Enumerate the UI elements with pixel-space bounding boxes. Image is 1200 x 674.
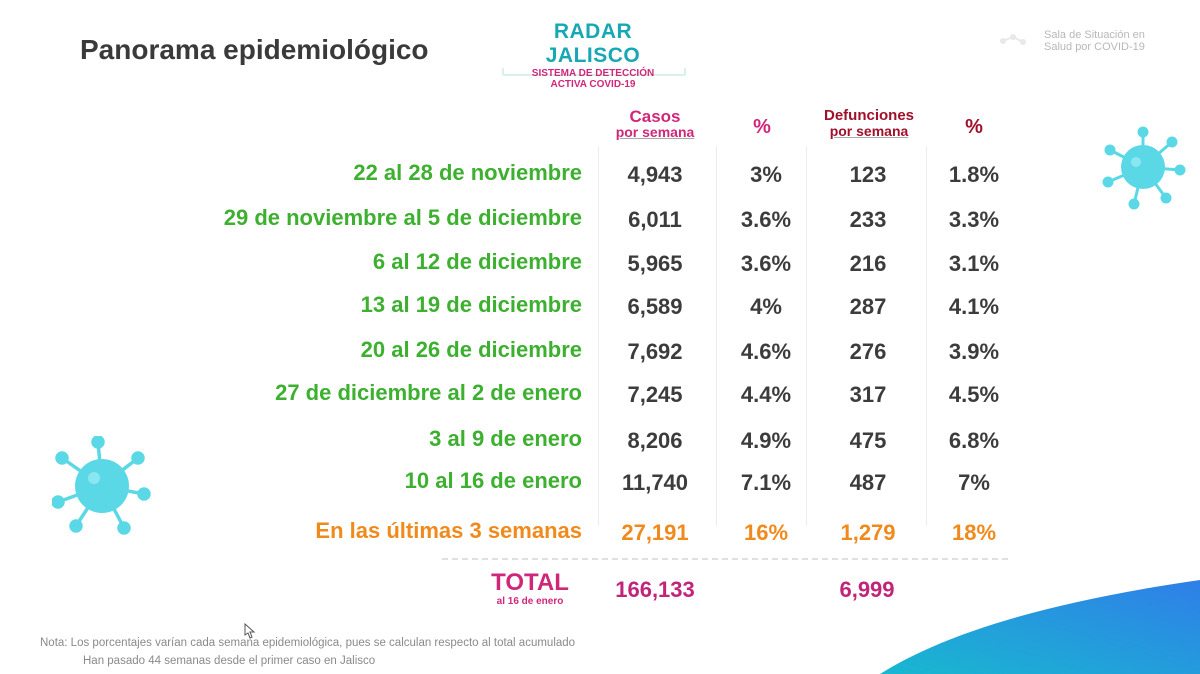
header-deaths-line1: Defunciones bbox=[823, 107, 914, 124]
cases-pct: 7.1% bbox=[740, 470, 792, 495]
deaths-pct: 1.8% bbox=[948, 162, 1000, 187]
summary-deaths: 1,279 bbox=[840, 520, 896, 545]
cases-value: 6,589 bbox=[627, 294, 683, 319]
logo-subtitle-2a: ACTIVA bbox=[550, 79, 590, 90]
header-deaths-pct: % bbox=[965, 116, 983, 138]
deaths-pct: 3.3% bbox=[948, 207, 1000, 232]
total-deaths: 6,999 bbox=[839, 577, 895, 602]
deaths-value: 233 bbox=[849, 207, 887, 232]
header-cases-pct: % bbox=[753, 116, 771, 138]
header-cases-line1: Casos bbox=[629, 107, 681, 126]
row-label: 20 al 26 de diciembre bbox=[360, 337, 582, 362]
footnote-line-1: Nota: Los porcentajes varían cada semana… bbox=[40, 637, 576, 649]
page-title: Panorama epidemiológico bbox=[80, 34, 429, 65]
cases-value: 7,692 bbox=[627, 339, 683, 364]
sala-logo-icon bbox=[1000, 34, 1026, 45]
radar-jalisco-logo: RADAR JALISCO SISTEMA DE DETECCIÓN ACTIV… bbox=[500, 20, 686, 90]
cases-value: 4,943 bbox=[627, 162, 683, 187]
row-label: 27 de diciembre al 2 de enero bbox=[275, 380, 582, 405]
wave-decoration bbox=[880, 580, 1200, 674]
sala-situacion-label: Sala de Situación en Salud por COVID-19 bbox=[1044, 29, 1184, 53]
row-label: 29 de noviembre al 5 de diciembre bbox=[223, 205, 582, 230]
header-cases: Casos por semana bbox=[600, 108, 710, 139]
cases-pct: 3.6% bbox=[740, 207, 792, 232]
cases-value: 5,965 bbox=[627, 251, 683, 276]
summary-deaths-pct: 18% bbox=[951, 520, 997, 545]
total-title: TOTAL bbox=[491, 569, 569, 596]
total-cases: 166,133 bbox=[615, 577, 695, 602]
cases-value: 6,011 bbox=[628, 207, 682, 232]
summary-cases-pct: 16% bbox=[743, 520, 789, 545]
deaths-value: 276 bbox=[849, 339, 887, 364]
total-label: TOTAL al 16 de enero bbox=[470, 569, 590, 608]
deaths-pct: 4.5% bbox=[948, 382, 1000, 407]
sala-line-2: Salud por COVID-19 bbox=[1044, 41, 1145, 53]
cursor-icon bbox=[244, 622, 256, 639]
row-label: 10 al 16 de enero bbox=[404, 468, 582, 493]
cases-pct: 3.6% bbox=[740, 251, 792, 276]
deaths-value: 216 bbox=[849, 251, 887, 276]
table-row: 20 al 26 de diciembre 7,692 4.6% 276 3.9… bbox=[0, 337, 1200, 371]
column-divider bbox=[806, 146, 807, 526]
deaths-value: 123 bbox=[849, 162, 887, 187]
row-label: 6 al 12 de diciembre bbox=[372, 249, 582, 274]
header-deaths: Defunciones por semana bbox=[806, 107, 932, 139]
sala-line-1: Sala de Situación en bbox=[1044, 29, 1145, 41]
cases-pct: 4.4% bbox=[740, 382, 792, 407]
deaths-pct: 4.1% bbox=[948, 294, 1000, 319]
dashed-divider bbox=[442, 558, 1008, 560]
virus-icon bbox=[52, 436, 151, 535]
footnote: Nota: Los porcentajes varían cada semana… bbox=[40, 634, 575, 670]
row-label: 3 al 9 de enero bbox=[429, 426, 582, 451]
cases-pct: 4.6% bbox=[740, 339, 792, 364]
deaths-pct: 3.1% bbox=[948, 251, 1000, 276]
deaths-value: 487 bbox=[849, 470, 887, 495]
column-divider bbox=[926, 146, 927, 526]
deaths-pct: 6.8% bbox=[948, 428, 1000, 453]
virus-icon bbox=[1102, 126, 1186, 210]
table-row: 10 al 16 de enero 11,740 7.1% 487 7% bbox=[0, 468, 1200, 502]
cases-pct: 4.9% bbox=[740, 428, 792, 453]
deaths-pct: 3.9% bbox=[948, 339, 1000, 364]
summary-cases: 27,191 bbox=[621, 520, 689, 545]
header-deaths-line2: por semana bbox=[829, 123, 909, 139]
summary-label: En las últimas 3 semanas bbox=[315, 518, 582, 543]
logo-subtitle-1: SISTEMA DE DETECCIÓN bbox=[531, 68, 655, 79]
cases-pct: 4% bbox=[750, 294, 782, 319]
summary-row: En las últimas 3 semanas 27,191 16% 1,27… bbox=[0, 518, 1200, 552]
header-cases-line2: por semana bbox=[615, 124, 695, 140]
row-label: 13 al 19 de diciembre bbox=[360, 292, 582, 317]
cases-value: 7,245 bbox=[627, 382, 683, 407]
deaths-value: 317 bbox=[849, 382, 887, 407]
cases-pct: 3% bbox=[750, 162, 782, 187]
column-divider bbox=[598, 146, 599, 526]
deaths-value: 475 bbox=[849, 428, 887, 453]
total-subtitle: al 16 de enero bbox=[496, 596, 564, 607]
table-row: 29 de noviembre al 5 de diciembre 6,011 … bbox=[0, 205, 1200, 239]
table-row: 22 al 28 de noviembre 4,943 3% 123 1.8% bbox=[0, 160, 1200, 194]
logo-subtitle-2: ACTIVA COVID-19 bbox=[500, 79, 686, 90]
footnote-line-2: Han pasado 44 semanas desde el primer ca… bbox=[83, 655, 376, 667]
deaths-value: 287 bbox=[849, 294, 887, 319]
column-divider bbox=[716, 146, 717, 526]
logo-subtitle-2b: COVID-19 bbox=[589, 79, 636, 90]
table-row: 3 al 9 de enero 8,206 4.9% 475 6.8% bbox=[0, 426, 1200, 460]
deaths-pct: 7% bbox=[958, 470, 990, 495]
row-label: 22 al 28 de noviembre bbox=[353, 160, 582, 185]
table-row: 13 al 19 de diciembre 6,589 4% 287 4.1% bbox=[0, 292, 1200, 326]
cases-value: 11,740 bbox=[621, 470, 689, 495]
cases-value: 8,206 bbox=[627, 428, 683, 453]
logo-title: RADAR JALISCO bbox=[500, 20, 686, 68]
table-row: 27 de diciembre al 2 de enero 7,245 4.4%… bbox=[0, 380, 1200, 414]
table-row: 6 al 12 de diciembre 5,965 3.6% 216 3.1% bbox=[0, 249, 1200, 283]
